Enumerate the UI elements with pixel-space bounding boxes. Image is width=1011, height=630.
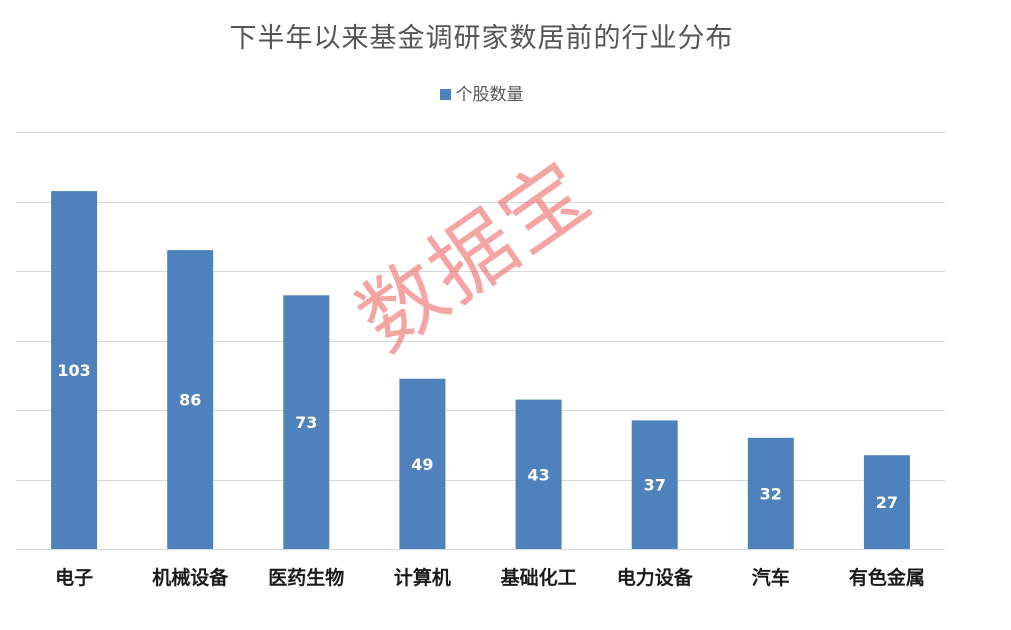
data-label: 49 <box>411 455 433 474</box>
data-label: 43 <box>527 465 549 484</box>
bar <box>51 191 98 549</box>
category-label: 医药生物 <box>268 566 344 589</box>
data-label: 37 <box>644 476 666 495</box>
bar <box>863 455 910 549</box>
data-labels: 103 86 73 49 43 37 32 27 <box>57 361 898 512</box>
bar <box>399 378 446 549</box>
category-label: 计算机 <box>394 566 451 589</box>
data-label: 73 <box>295 413 317 432</box>
data-label: 27 <box>876 493 898 512</box>
chart-title: 下半年以来基金调研家数居前的行业分布 <box>229 23 734 54</box>
category-label: 基础化工 <box>500 566 577 589</box>
data-label: 103 <box>57 361 90 380</box>
category-label: 电力设备 <box>617 566 694 589</box>
data-label: 32 <box>760 484 782 503</box>
category-labels: 电子 机械设备 医药生物 计算机 基础化工 电力设备 汽车 有色金属 <box>55 566 925 589</box>
category-label: 机械设备 <box>152 566 229 589</box>
bar <box>631 420 678 549</box>
bars <box>51 191 910 549</box>
category-label: 电子 <box>55 566 93 589</box>
category-label: 汽车 <box>752 566 790 589</box>
category-label: 有色金属 <box>849 566 925 589</box>
bar <box>167 250 214 549</box>
gridlines <box>16 132 945 550</box>
data-label: 86 <box>179 391 201 410</box>
legend-swatch <box>439 89 451 100</box>
legend: 个股数量 <box>0 80 963 105</box>
bar <box>747 437 794 549</box>
legend-label: 个股数量 <box>455 85 524 105</box>
bar <box>515 399 562 549</box>
bar <box>283 295 330 549</box>
